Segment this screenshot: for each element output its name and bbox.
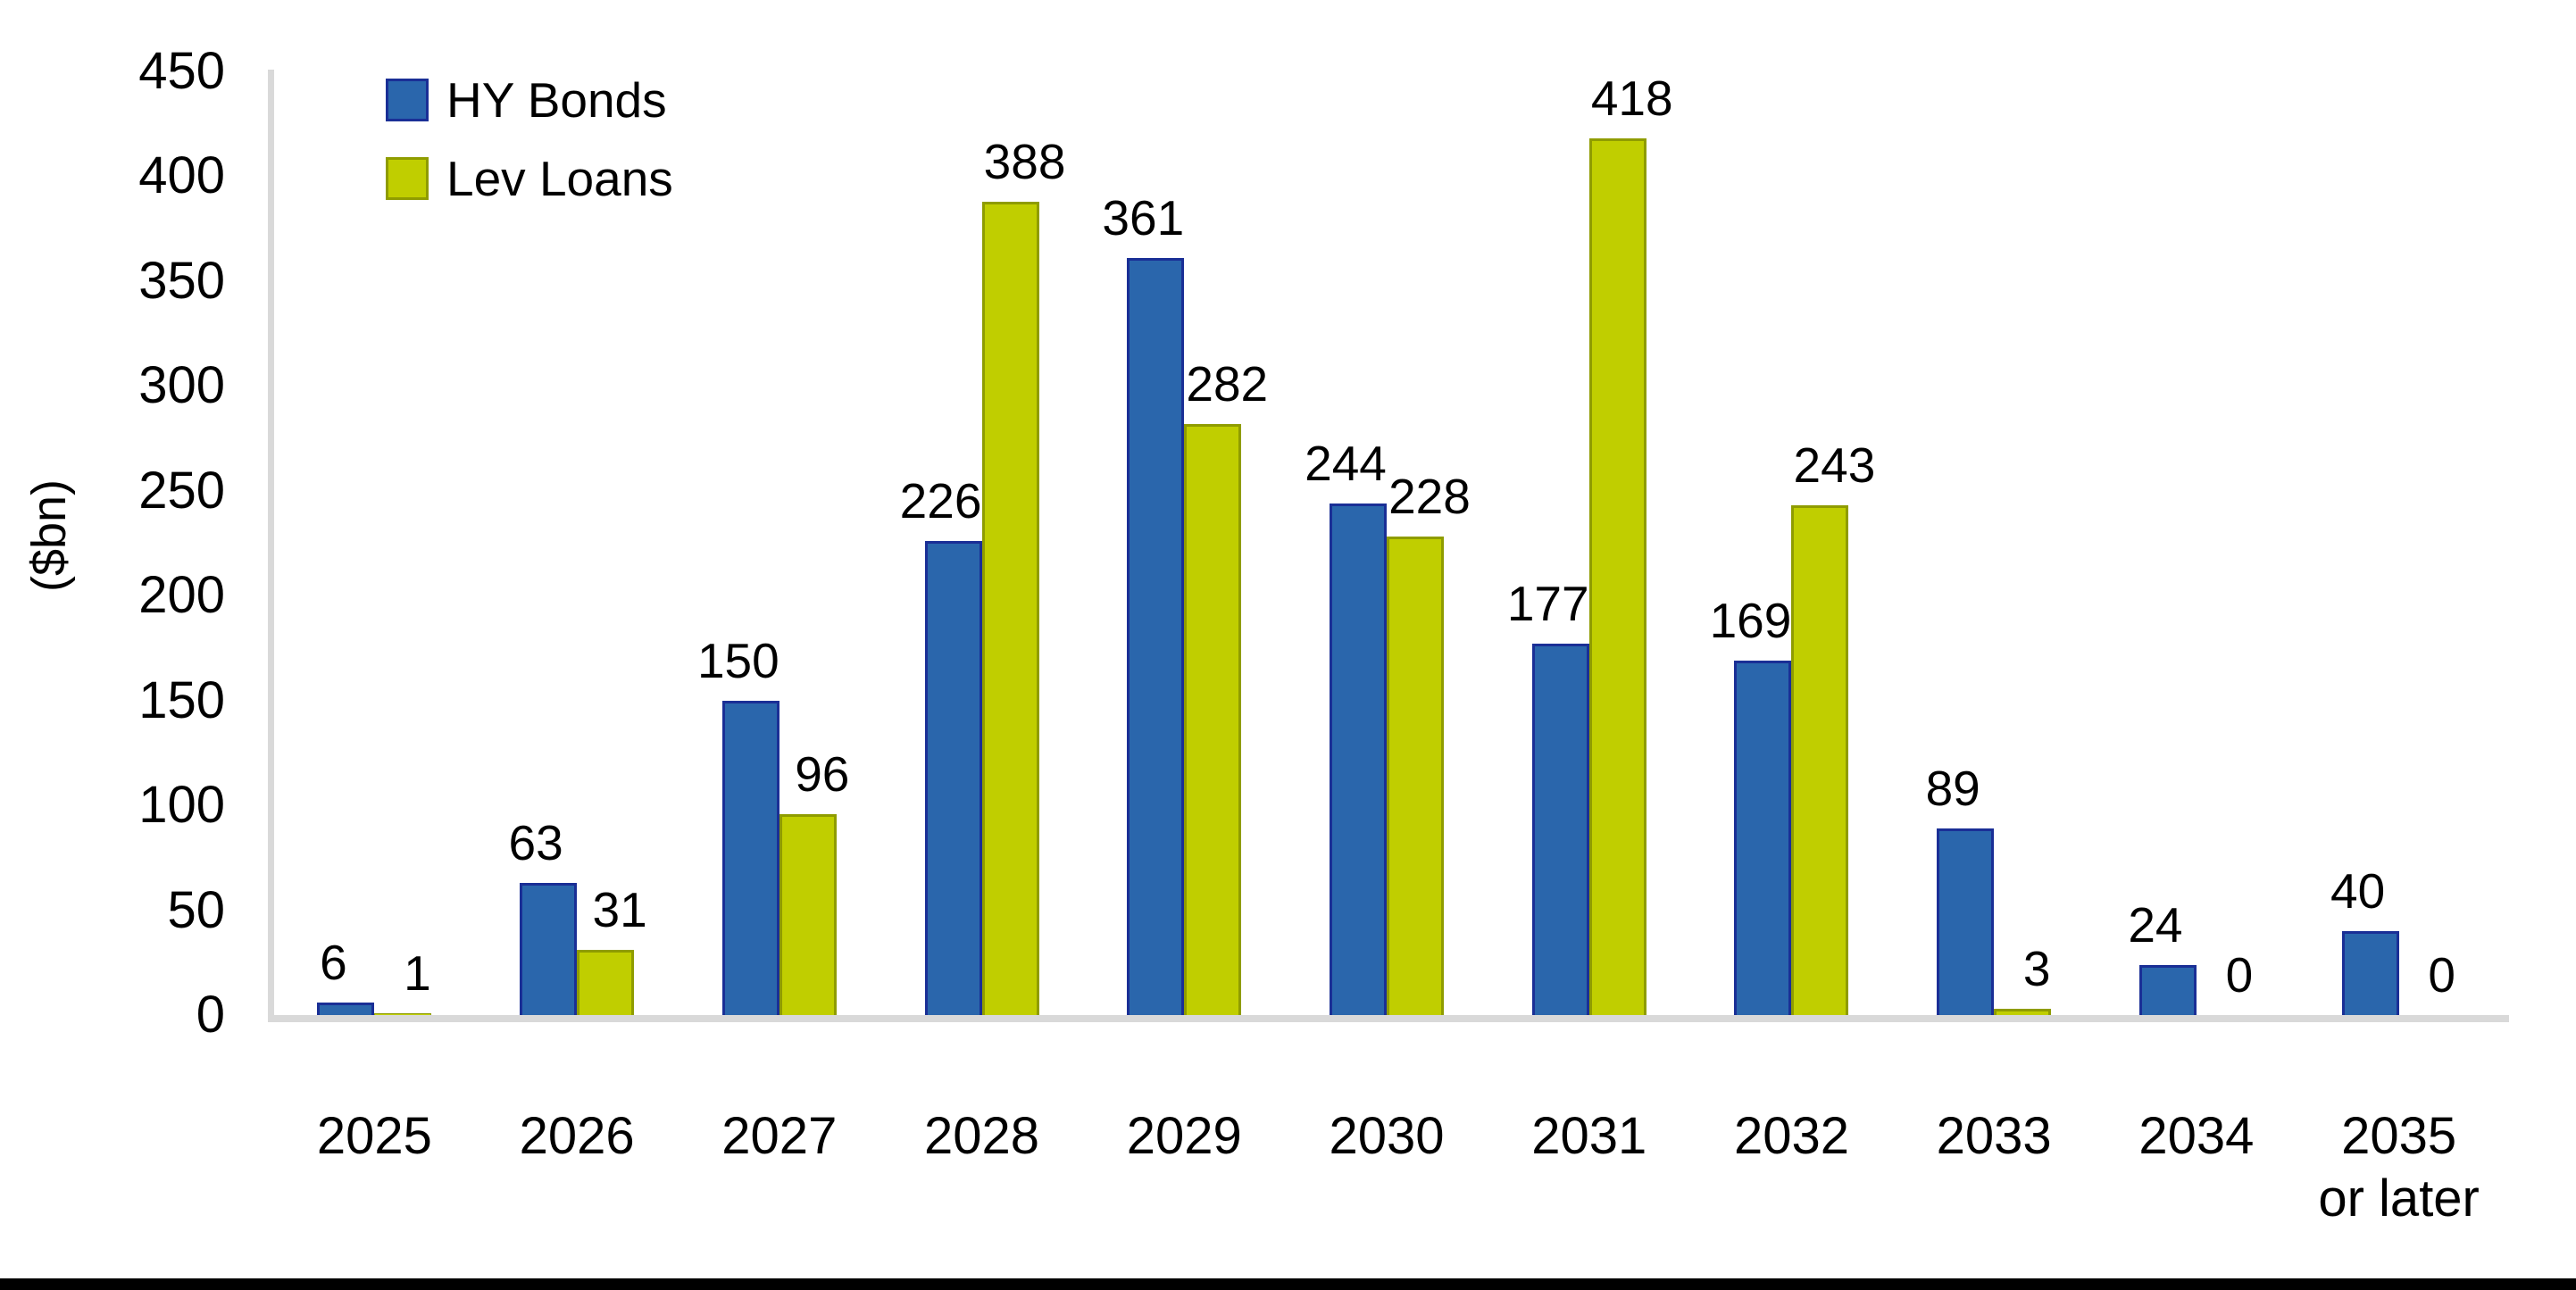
- bar-group-2031: 177 418: [1488, 0, 1690, 1015]
- x-axis-sublabel: or later: [2318, 1169, 2480, 1228]
- bar-hy-bonds-2028: [924, 541, 982, 1015]
- bar-hy-bonds-2035: [2341, 931, 2399, 1015]
- x-axis-label-2025: 2025: [316, 1107, 432, 1165]
- bar-group-2034: 24 0: [2096, 0, 2298, 1015]
- bar-lev-loans-2028: [981, 202, 1039, 1015]
- data-label-hy-bonds-2035: 40: [2330, 863, 2386, 919]
- bar-hy-bonds-2029: [1127, 258, 1185, 1015]
- bar-group-2029: 361 282: [1083, 0, 1286, 1015]
- bar-lev-loans-2033: [1994, 1009, 2052, 1015]
- bar-lev-loans-2030: [1386, 537, 1444, 1015]
- data-label-hy-bonds-2029: 361: [1102, 190, 1185, 246]
- bar-hy-bonds-2032: [1734, 661, 1792, 1015]
- bar-lev-loans-2032: [1791, 505, 1849, 1015]
- x-axis-label-2034: 2034: [2138, 1107, 2255, 1165]
- x-axis-label-2026: 2026: [519, 1107, 635, 1165]
- bar-lev-loans-2025: [374, 1013, 432, 1015]
- data-label-lev-loans-2033: 3: [2022, 941, 2051, 996]
- legend: HY Bonds Lev Loans: [386, 73, 673, 230]
- data-label-lev-loans-2027: 96: [795, 746, 850, 802]
- bottom-border-band: [0, 1278, 2576, 1290]
- x-axis-label-2032: 2032: [1733, 1107, 1849, 1165]
- bar-group-2030: 244 228: [1286, 0, 1488, 1015]
- data-label-lev-loans-2025: 1: [404, 945, 431, 1001]
- data-label-lev-loans-2034: 0: [2225, 947, 2254, 1003]
- bar-lev-loans-2029: [1184, 424, 1242, 1015]
- data-label-hy-bonds-2033: 89: [1925, 761, 1980, 816]
- y-tick-label-450: 450: [138, 42, 225, 100]
- bar-group-2032: 169 243: [1690, 0, 1893, 1015]
- y-tick-label-200: 200: [138, 566, 225, 625]
- y-tick-label-350: 350: [138, 251, 225, 310]
- data-label-hy-bonds-2032: 169: [1709, 593, 1792, 648]
- data-label-lev-loans-2026: 31: [592, 882, 647, 937]
- legend-swatch-hy-bonds: [386, 79, 429, 121]
- bar-group-2033: 89 3: [1893, 0, 2096, 1015]
- bar-group-2028: 226 388: [880, 0, 1083, 1015]
- x-axis-label-2033: 2033: [1936, 1107, 2052, 1165]
- data-label-hy-bonds-2030: 244: [1305, 436, 1387, 491]
- x-axis-label-2031: 2031: [1531, 1107, 1647, 1165]
- x-axis-label-2030: 2030: [1329, 1107, 1445, 1165]
- bar-lev-loans-2026: [577, 950, 635, 1015]
- bar-hy-bonds-2030: [1329, 504, 1387, 1015]
- bar-hy-bonds-2031: [1531, 644, 1589, 1015]
- y-tick-label-150: 150: [138, 670, 225, 729]
- legend-item-hy-bonds: HY Bonds: [386, 73, 673, 127]
- data-label-hy-bonds-2026: 63: [508, 815, 563, 870]
- bar-hy-bonds-2027: [721, 701, 779, 1015]
- legend-label-hy-bonds: HY Bonds: [446, 72, 667, 128]
- bar-lev-loans-2027: [779, 814, 837, 1015]
- data-label-hy-bonds-2028: 226: [899, 473, 982, 528]
- bar-hy-bonds-2026: [520, 883, 578, 1015]
- data-label-hy-bonds-2027: 150: [696, 633, 779, 688]
- bar-group-2035: 40 0: [2297, 0, 2500, 1015]
- bar-hy-bonds-2034: [2138, 965, 2197, 1015]
- x-axis-label-2029: 2029: [1126, 1107, 1242, 1165]
- data-label-lev-loans-2032: 243: [1793, 437, 1876, 493]
- bar-group-2027: 150 96: [678, 0, 880, 1015]
- y-tick-label-50: 50: [167, 880, 225, 939]
- data-label-lev-loans-2028: 388: [983, 134, 1066, 189]
- y-axis-line: [268, 70, 274, 1022]
- y-tick-label-100: 100: [138, 776, 225, 835]
- data-label-lev-loans-2030: 228: [1388, 469, 1471, 524]
- bar-hy-bonds-2033: [1937, 828, 1995, 1015]
- data-label-lev-loans-2029: 282: [1186, 356, 1269, 412]
- x-axis-label-2028: 2028: [924, 1107, 1040, 1165]
- legend-item-lev-loans: Lev Loans: [386, 152, 673, 205]
- legend-swatch-lev-loans: [386, 157, 429, 200]
- bar-group-2026: 63 31: [476, 0, 679, 1015]
- data-label-hy-bonds-2025: 6: [320, 935, 347, 990]
- data-label-hy-bonds-2031: 177: [1506, 576, 1589, 631]
- data-label-lev-loans-2035: 0: [2428, 947, 2455, 1003]
- data-label-hy-bonds-2034: 24: [2128, 897, 2183, 953]
- y-tick-label-300: 300: [138, 356, 225, 415]
- data-label-lev-loans-2031: 418: [1590, 71, 1673, 126]
- x-axis-label-2027: 2027: [721, 1107, 838, 1165]
- x-axis-label-2035: 2035 or later: [2283, 1105, 2515, 1230]
- legend-label-lev-loans: Lev Loans: [446, 151, 673, 206]
- bar-hy-bonds-2025: [317, 1003, 375, 1015]
- y-tick-label-0: 0: [196, 986, 225, 1044]
- bar-lev-loans-2031: [1588, 138, 1646, 1015]
- x-axis-line: [268, 1015, 2509, 1022]
- y-tick-label-400: 400: [138, 146, 225, 205]
- y-tick-label-250: 250: [138, 461, 225, 520]
